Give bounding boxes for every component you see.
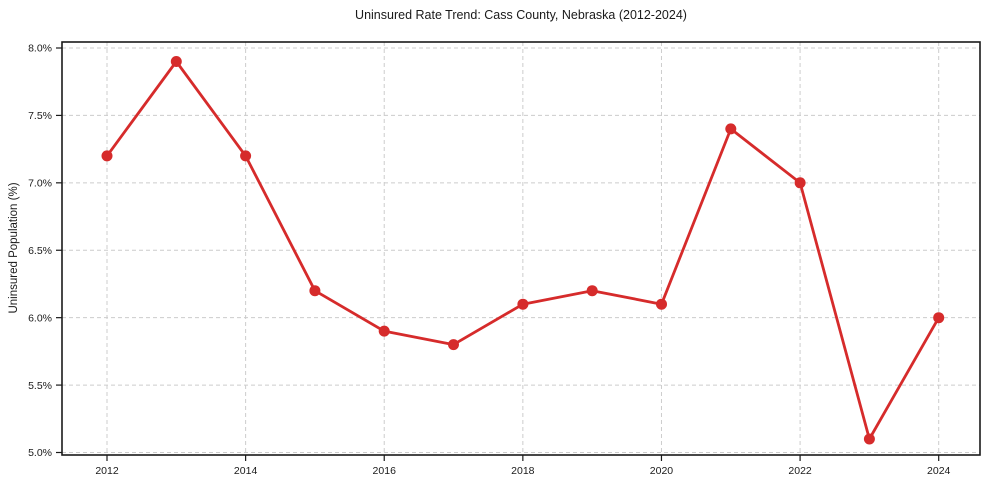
y-tick-label: 7.0% — [28, 178, 52, 190]
data-point — [794, 177, 806, 189]
y-tick-label: 6.0% — [28, 312, 52, 324]
x-tick-label: 2022 — [788, 465, 812, 477]
chart-title: Uninsured Rate Trend: Cass County, Nebra… — [355, 8, 687, 22]
data-point — [170, 56, 182, 67]
y-axis-label: Uninsured Population (%) — [8, 182, 20, 314]
y-tick-label: 8.0% — [28, 43, 52, 55]
x-tick-label: 2012 — [95, 465, 119, 477]
y-tick-label: 6.5% — [28, 245, 52, 257]
data-point — [101, 150, 113, 162]
data-point — [933, 312, 945, 324]
plot-frame — [61, 41, 981, 456]
data-point — [448, 339, 459, 351]
data-point — [725, 123, 737, 135]
data-point — [378, 325, 390, 337]
y-tick-label: 5.5% — [28, 380, 52, 392]
data-point — [240, 150, 252, 162]
y-tick-label: 7.5% — [28, 110, 52, 122]
data-point — [517, 298, 529, 310]
x-tick-label: 2016 — [373, 465, 397, 477]
data-point — [863, 433, 875, 445]
data-point — [656, 298, 667, 310]
y-tick-label: 5.0% — [28, 447, 52, 459]
data-point — [586, 285, 598, 297]
x-tick-label: 2018 — [511, 465, 535, 477]
x-tick-label: 2024 — [927, 465, 951, 477]
data-point — [309, 285, 321, 297]
x-tick-label: 2020 — [650, 465, 674, 477]
x-tick-label: 2014 — [234, 465, 258, 477]
